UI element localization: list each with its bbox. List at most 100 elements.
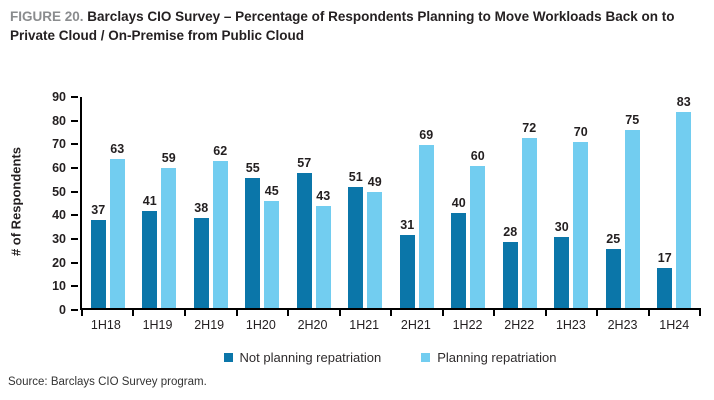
chart-legend: Not planning repatriation Planning repatr… — [80, 350, 700, 365]
legend-item: Planning repatriation — [421, 350, 556, 365]
bar — [296, 173, 312, 308]
x-tick — [544, 308, 547, 316]
bar-value-label: 55 — [245, 161, 260, 175]
y-tick-label: 90 — [52, 90, 66, 104]
bar — [451, 213, 467, 308]
bar-value-label: 25 — [606, 232, 621, 246]
bar — [573, 142, 589, 308]
bar-column: 17 — [657, 251, 673, 308]
bar-group: 17 83 — [649, 96, 701, 308]
x-tick — [647, 308, 650, 316]
bar-group: 37 63 — [82, 143, 134, 308]
y-tick: 60 — [52, 161, 78, 175]
x-tick — [699, 308, 701, 316]
bar — [502, 242, 518, 308]
x-axis-label: 2H23 — [607, 318, 638, 332]
bar — [367, 192, 383, 308]
bar-value-label: 60 — [470, 149, 485, 163]
bar-column: 75 — [624, 114, 640, 308]
legend-swatch — [421, 353, 431, 362]
figure-title: FIGURE 20. Barclays CIO Survey – Percent… — [10, 8, 704, 46]
bar — [90, 220, 106, 308]
bar-value-label: 57 — [297, 156, 312, 170]
legend-label: Planning repatriation — [437, 350, 557, 365]
bar-value-label: 63 — [110, 142, 125, 156]
x-axis-label: 1H21 — [349, 318, 380, 332]
bar-column: 41 — [142, 194, 158, 308]
bar-column: 40 — [451, 196, 467, 308]
bar-value-label: 31 — [400, 218, 415, 232]
bar-value-label: 72 — [522, 121, 537, 135]
y-tick-label: 50 — [52, 184, 66, 199]
y-tick-label: 30 — [52, 232, 66, 247]
plot-area: 37 63 41 59 38 62 55 45 57 43 51 49 31 69 40 60 28 72 30 70… — [82, 96, 701, 308]
y-tick: 40 — [52, 208, 78, 222]
x-tick — [183, 308, 186, 316]
bar-value-label: 40 — [451, 196, 466, 210]
x-tick — [338, 308, 341, 316]
bar-value-label: 62 — [213, 144, 228, 158]
bar-value-label: 43 — [316, 189, 331, 203]
x-axis-label: 1H18 — [90, 318, 121, 332]
y-tick-mark — [71, 309, 78, 311]
bar-group: 51 49 — [340, 171, 392, 308]
x-axis-label: 1H19 — [142, 318, 173, 332]
x-axis-label: 1H24 — [659, 318, 690, 332]
bar-column: 70 — [573, 126, 589, 308]
y-tick-mark — [71, 190, 78, 193]
y-tick-label: 40 — [52, 208, 66, 223]
bar — [624, 130, 640, 308]
y-tick: 80 — [52, 114, 78, 128]
bar-value-label: 17 — [657, 251, 672, 265]
x-tick — [596, 308, 598, 316]
bar-group: 30 70 — [546, 126, 598, 308]
bar — [348, 187, 364, 308]
y-tick: 20 — [52, 256, 78, 270]
x-tick — [441, 308, 444, 316]
x-tick — [492, 308, 495, 316]
bar — [161, 168, 177, 308]
bar-column: 55 — [245, 161, 261, 308]
bar-value-label: 83 — [676, 95, 691, 109]
bar-group: 28 72 — [494, 122, 546, 308]
x-tick — [235, 308, 238, 316]
bar-value-label: 69 — [419, 128, 434, 142]
bar-value-label: 51 — [348, 170, 363, 184]
legend-swatch — [223, 353, 233, 362]
bar-group: 31 69 — [391, 129, 443, 308]
x-axis-label: 2H21 — [400, 318, 431, 332]
bar — [212, 161, 228, 308]
bar-column: 57 — [296, 156, 312, 308]
bar-group: 55 45 — [237, 162, 289, 308]
y-tick-label: 0 — [59, 303, 66, 317]
x-tick — [286, 308, 289, 316]
bar — [264, 201, 280, 308]
bar — [315, 206, 331, 308]
y-tick-mark — [71, 238, 78, 241]
y-tick-label: 80 — [52, 113, 66, 128]
y-tick-label: 60 — [52, 161, 66, 176]
bar-column: 59 — [161, 152, 177, 308]
bar-column: 37 — [90, 203, 106, 308]
bar — [245, 178, 261, 308]
x-axis-label: 1H23 — [555, 318, 586, 332]
x-axis-label: 1H20 — [245, 318, 276, 332]
bar-column: 69 — [418, 128, 434, 308]
bar-value-label: 41 — [142, 194, 157, 208]
bar-chart: 37 63 41 59 38 62 55 45 57 43 51 49 31 69 40 60 28 72 30 70… — [80, 96, 701, 316]
bar-group: 40 60 — [443, 150, 495, 308]
y-tick-label: 70 — [52, 137, 66, 152]
bar-value-label: 28 — [503, 225, 518, 239]
legend-item: Not planning repatriation — [223, 350, 381, 365]
figure-number-label: FIGURE 20. — [10, 9, 84, 24]
bar-value-label: 37 — [91, 203, 106, 217]
x-axis-label: 1H22 — [452, 318, 483, 332]
bar — [193, 218, 209, 308]
x-tick — [132, 308, 135, 316]
bar-column: 25 — [605, 232, 621, 308]
y-tick-label: 10 — [52, 279, 66, 294]
bar-column: 28 — [502, 225, 518, 308]
bar-column: 51 — [348, 170, 364, 308]
bar-column: 72 — [521, 121, 537, 308]
